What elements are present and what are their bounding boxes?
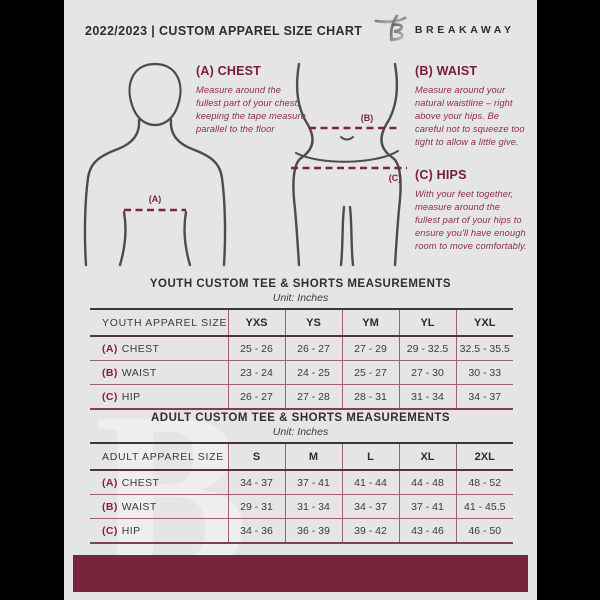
size-header: YS — [284, 309, 342, 336]
table-row: (A) CHEST 34 - 37 37 - 41 41 - 44 44 - 48… — [90, 470, 513, 495]
torso-figure-illustration: (A) — [83, 62, 227, 267]
hips-section: (C) HIPS With your feet together, measur… — [415, 168, 527, 253]
chest-description: Measure around the fullest part of your … — [196, 85, 306, 135]
size-cell: 31 - 34 — [284, 494, 342, 519]
table-row: (B) WAIST 29 - 31 31 - 34 34 - 37 37 - 41… — [90, 494, 513, 519]
size-cell: 30 - 33 — [455, 360, 513, 385]
row-label: (C) HIP — [102, 390, 141, 403]
size-cell: 39 - 42 — [341, 518, 399, 543]
youth-size-table: YOUTH APPAREL SIZE YXS YS YM YL YXL (A) C… — [90, 308, 513, 410]
waist-title: (B) WAIST — [415, 64, 478, 78]
youth-header-row: YOUTH APPAREL SIZE YXS YS YM YL YXL — [90, 309, 513, 336]
adult-header-row: ADULT APPAREL SIZE S M L XL 2XL — [90, 443, 513, 470]
youth-size-column-label: YOUTH APPAREL SIZE — [102, 316, 228, 329]
size-header: YXL — [455, 309, 513, 336]
flyer-page: B 2022/2023 | CUSTOM APPAREL SIZE CHART — [64, 0, 537, 600]
adult-size-column-label: ADULT APPAREL SIZE — [102, 450, 224, 463]
row-label: (B) WAIST — [102, 500, 157, 513]
hips-figure-illustration: (B) (C) — [291, 62, 407, 267]
size-cell: 26 - 27 — [227, 384, 285, 409]
size-cell: 44 - 48 — [398, 470, 456, 495]
size-cell: 31 - 34 — [398, 384, 456, 409]
size-header: YM — [341, 309, 399, 336]
size-cell: 27 - 28 — [284, 384, 342, 409]
measurement-diagrams: (A) (A) CHEST Measure around the fullest… — [64, 56, 537, 271]
adult-table-title: ADULT CUSTOM TEE & SHORTS MEASUREMENTS — [150, 412, 451, 424]
size-cell: 34 - 37 — [341, 494, 399, 519]
row-label: (A) CHEST — [102, 476, 160, 489]
size-cell: 24 - 25 — [284, 360, 342, 385]
footer-accent-bar — [73, 555, 528, 592]
hips-description: With your feet together, measure around … — [415, 189, 527, 252]
size-cell: 29 - 31 — [227, 494, 285, 519]
table-row: (C) HIP 26 - 27 27 - 28 28 - 31 31 - 34 3… — [90, 384, 513, 409]
size-cell: 32.5 - 35.5 — [455, 336, 513, 361]
size-cell: 41 - 44 — [341, 470, 399, 495]
breakaway-logo-icon — [374, 13, 408, 48]
size-cell: 37 - 41 — [284, 470, 342, 495]
size-cell: 37 - 41 — [398, 494, 456, 519]
size-cell: 41 - 45.5 — [455, 494, 513, 519]
size-header: S — [227, 443, 285, 470]
size-cell: 34 - 37 — [455, 384, 513, 409]
brand-lockup: BREAKAWAY — [374, 13, 515, 48]
size-cell: 27 - 30 — [398, 360, 456, 385]
table-row: (A) CHEST 25 - 26 26 - 27 27 - 29 29 - 32… — [90, 336, 513, 361]
row-label: (C) HIP — [102, 524, 141, 537]
chest-section: (A) CHEST Measure around the fullest par… — [196, 64, 308, 136]
adult-size-table: ADULT APPAREL SIZE S M L XL 2XL (A) CHEST… — [90, 442, 513, 544]
size-cell: 25 - 26 — [227, 336, 285, 361]
size-cell: 34 - 37 — [227, 470, 285, 495]
youth-table-title: YOUTH CUSTOM TEE & SHORTS MEASUREMENTS — [149, 278, 452, 290]
size-header: YXS — [227, 309, 285, 336]
row-label: (A) CHEST — [102, 342, 160, 355]
size-cell: 27 - 29 — [341, 336, 399, 361]
waist-section: (B) WAIST Measure around your natural wa… — [415, 64, 527, 149]
size-cell: 46 - 50 — [455, 518, 513, 543]
waist-line-label: (B) — [361, 113, 374, 123]
hips-title: (C) HIPS — [415, 168, 467, 182]
chest-line-label: (A) — [149, 194, 162, 204]
row-label: (B) WAIST — [102, 366, 157, 379]
size-cell: 26 - 27 — [284, 336, 342, 361]
size-cell: 29 - 32.5 — [398, 336, 456, 361]
table-row: (C) HIP 34 - 36 36 - 39 39 - 42 43 - 46 4… — [90, 518, 513, 543]
size-cell: 36 - 39 — [284, 518, 342, 543]
size-cell: 48 - 52 — [455, 470, 513, 495]
size-header: 2XL — [455, 443, 513, 470]
size-cell: 25 - 27 — [341, 360, 399, 385]
size-cell: 43 - 46 — [398, 518, 456, 543]
size-header: YL — [398, 309, 456, 336]
waist-description: Measure around your natural waistline – … — [415, 85, 525, 148]
hips-line-label: (C) — [389, 173, 402, 183]
page-title: 2022/2023 | CUSTOM APPAREL SIZE CHART — [85, 22, 363, 38]
chest-title: (A) CHEST — [196, 64, 261, 78]
table-row: (B) WAIST 23 - 24 24 - 25 25 - 27 27 - 30… — [90, 360, 513, 385]
adult-table-unit: Unit: Inches — [272, 426, 329, 438]
size-cell: 23 - 24 — [227, 360, 285, 385]
size-header: XL — [398, 443, 456, 470]
size-header: L — [341, 443, 399, 470]
youth-table-unit: Unit: Inches — [272, 292, 329, 304]
brand-name: BREAKAWAY — [414, 24, 515, 36]
size-cell: 34 - 36 — [227, 518, 285, 543]
size-cell: 28 - 31 — [341, 384, 399, 409]
size-header: M — [284, 443, 342, 470]
header: 2022/2023 | CUSTOM APPAREL SIZE CHART — [64, 14, 537, 46]
